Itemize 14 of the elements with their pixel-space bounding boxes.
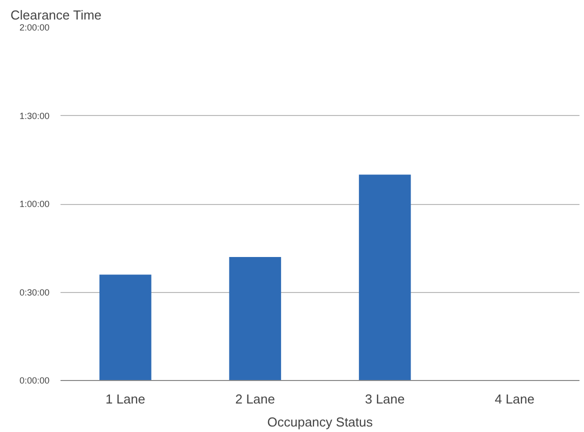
y-tick-label: 1:00:00: [19, 199, 50, 209]
bar: [229, 256, 282, 380]
x-axis-title: Occupancy Status: [267, 414, 374, 430]
y-tick-label: 1:30:00: [19, 110, 50, 121]
y-tick-label: 0:30:00: [19, 287, 50, 298]
x-tick-label: 2 Lane: [235, 392, 276, 406]
x-tick-label: 4 Lane: [494, 392, 535, 406]
bar: [99, 274, 152, 380]
y-tick-label: 0:00:00: [19, 376, 50, 386]
x-tick-label: 3 Lane: [364, 392, 405, 406]
y-axis-title: Clearance Time: [10, 8, 102, 22]
x-tick-label: 1 Lane: [105, 392, 146, 406]
bar: [358, 174, 411, 380]
y-tick-label: 2:00:00: [19, 22, 50, 32]
